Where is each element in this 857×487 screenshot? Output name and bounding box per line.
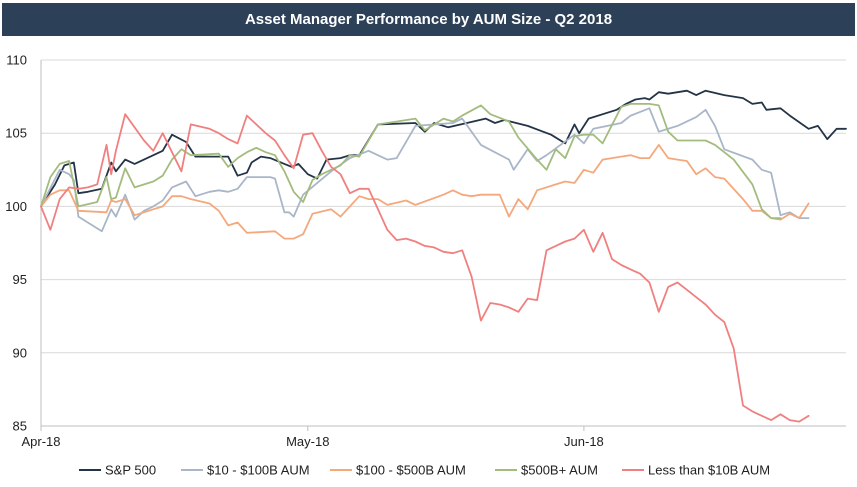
y-tick-label: 95: [13, 272, 27, 287]
x-tick-label: Jun-18: [564, 434, 604, 449]
series-line-4: [40, 113, 810, 423]
legend-label: $10 - $100B AUM: [207, 463, 310, 478]
y-tick-label: 100: [5, 199, 27, 214]
series-line-0: [40, 89, 847, 208]
y-tick-label: 110: [6, 53, 27, 68]
y-tick-label: 85: [13, 419, 27, 434]
legend-label: $500B+ AUM: [521, 463, 598, 478]
legend-label: $100 - $500B AUM: [356, 463, 466, 478]
y-tick-label: 90: [13, 345, 27, 360]
x-axis: Apr-18 May-18 Jun-18: [21, 425, 846, 449]
series-line-3: [40, 103, 782, 219]
legend-label: Less than $10B AUM: [648, 463, 770, 478]
x-tick-label: May-18: [286, 434, 329, 449]
series-line-2: [40, 144, 810, 240]
legend-label: S&P 500: [105, 463, 156, 478]
y-axis: 85 90 95 100 105 110: [5, 53, 42, 434]
grid-lines: [41, 59, 846, 427]
legend: S&P 500 $10 - $100B AUM $100 - $500B AUM $5…: [79, 463, 770, 478]
chart-title: Asset Manager Performance by AUM Size - …: [2, 3, 855, 36]
series-lines: [40, 89, 847, 423]
y-tick-label: 105: [5, 126, 27, 141]
x-tick-label: Apr-18: [21, 434, 60, 449]
